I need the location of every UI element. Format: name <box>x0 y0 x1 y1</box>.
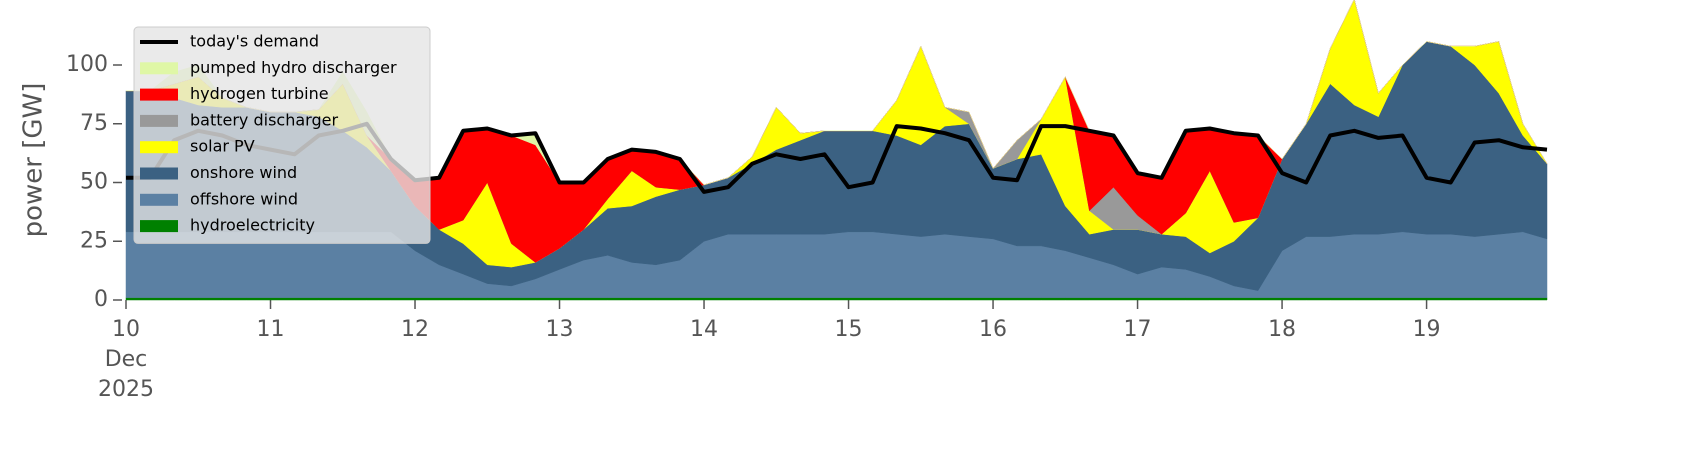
x-tick-label: 17 <box>1124 317 1152 342</box>
x-tick-label: 15 <box>835 317 863 342</box>
legend-label: solar PV <box>190 137 255 156</box>
legend-handle <box>140 167 178 180</box>
legend-handle <box>140 193 178 206</box>
legend-label: hydrogen turbine <box>190 84 329 103</box>
legend-label: today's demand <box>190 32 319 51</box>
legend-handle <box>140 114 178 127</box>
legend-box <box>133 26 431 244</box>
legend-handle <box>140 88 178 101</box>
legend-label: battery discharger <box>190 110 338 129</box>
x-tick-label: 10 <box>112 317 140 342</box>
area <box>125 297 1548 301</box>
x-tick-label: 12 <box>401 317 429 342</box>
legend-label: onshore wind <box>190 163 297 182</box>
x-tick-label: 11 <box>257 317 285 342</box>
x-tick-label: 13 <box>546 317 574 342</box>
y-axis-label: power [GW] <box>19 83 49 238</box>
x-tick-label: 14 <box>690 317 718 342</box>
x-tick-label: 19 <box>1413 317 1441 342</box>
x-tick-label: 18 <box>1268 317 1296 342</box>
legend-label: offshore wind <box>190 189 298 208</box>
x-tick-month: Dec <box>105 347 148 372</box>
x-tick-label: 16 <box>979 317 1007 342</box>
y-tick-label: 25 <box>80 228 108 253</box>
y-tick-label: 75 <box>80 111 108 136</box>
legend-label: hydroelectricity <box>190 216 315 235</box>
legend-handle <box>140 141 178 154</box>
y-tick-label: 100 <box>66 52 108 77</box>
legend-handle <box>140 62 178 75</box>
legend-label: pumped hydro discharger <box>190 58 397 77</box>
y-tick-label: 0 <box>94 287 108 312</box>
x-tick-year: 2025 <box>98 377 154 402</box>
y-tick-label: 50 <box>80 170 108 195</box>
legend-handle <box>140 220 178 233</box>
